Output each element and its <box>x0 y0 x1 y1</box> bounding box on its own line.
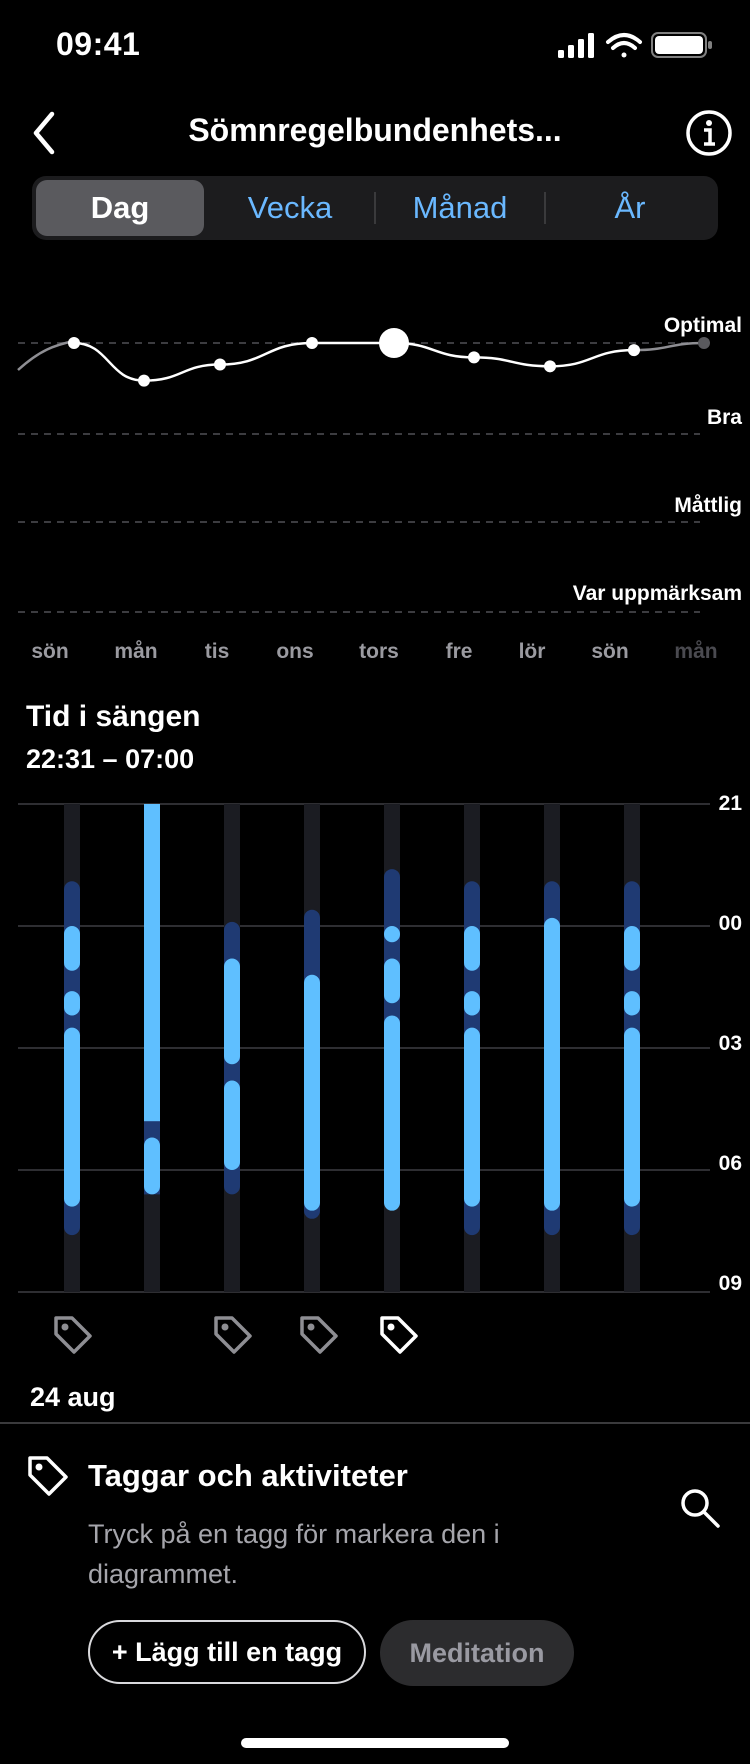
x-tick-label: tis <box>204 640 230 663</box>
asleep-segment <box>64 1027 80 1207</box>
home-indicator[interactable] <box>241 1738 509 1748</box>
asleep-segment <box>384 958 400 1004</box>
tag-icon[interactable] <box>298 1314 340 1356</box>
battery-icon <box>651 32 712 58</box>
bar-group[interactable] <box>624 804 640 1292</box>
x-tick-label: fre <box>445 640 473 663</box>
bar-group[interactable] <box>544 804 560 1292</box>
signal-icon <box>558 33 594 58</box>
asleep-segment <box>384 926 400 943</box>
status-icons <box>558 32 712 58</box>
tab-manad[interactable]: Månad <box>412 190 508 225</box>
page-title: Sömnregelbundenhets... <box>188 112 562 148</box>
tag-icon[interactable] <box>212 1314 254 1356</box>
data-point[interactable] <box>468 351 480 364</box>
section-title: Tid i sängen <box>26 700 201 733</box>
asleep-segment <box>544 917 560 1211</box>
x-tick-label: lör <box>518 640 546 663</box>
regularity-chart[interactable] <box>0 300 750 630</box>
tags-description: Tryck på en tagg för markera den i diagr… <box>88 1519 500 1589</box>
trend-line-start <box>17 339 75 371</box>
asleep-segment <box>224 958 240 1065</box>
tag-icon-selected[interactable] <box>378 1314 420 1356</box>
level-label-bra: Bra <box>706 406 742 429</box>
hour-label: 03 <box>718 1032 742 1055</box>
bar-group[interactable] <box>464 804 480 1292</box>
search-icon[interactable] <box>678 1486 722 1530</box>
hour-label: 00 <box>718 912 742 935</box>
hour-grid-lines <box>18 803 710 1293</box>
asleep-segment <box>624 991 640 1016</box>
data-point-selected[interactable] <box>379 328 409 358</box>
x-tick-label: tors <box>359 640 399 663</box>
bar-group[interactable] <box>144 804 160 1292</box>
bar-group[interactable] <box>304 804 320 1292</box>
bar-group[interactable] <box>64 804 80 1292</box>
asleep-segment <box>624 926 640 971</box>
x-tick-label: mån <box>114 640 158 663</box>
asleep-segment <box>144 804 160 1122</box>
x-tick-label: mån <box>674 640 718 663</box>
time-in-bed-chart[interactable] <box>0 790 750 1300</box>
hour-label: 06 <box>718 1152 742 1175</box>
data-point[interactable] <box>214 358 226 371</box>
period-tabs: Dag Vecka Månad År <box>32 176 718 240</box>
tab-divider <box>544 192 546 224</box>
add-tag-button[interactable]: + Lägg till en tagg <box>88 1620 366 1684</box>
x-tick-label: ons <box>276 640 314 663</box>
tab-vecka[interactable]: Vecka <box>247 190 333 225</box>
status-time: 09:41 <box>56 26 141 62</box>
tag-icon <box>28 1456 68 1496</box>
info-icon[interactable] <box>684 108 734 158</box>
data-point[interactable] <box>68 337 80 349</box>
level-label-var-uppmarksam: Var uppmärksam <box>572 582 742 605</box>
asleep-segment <box>144 1137 160 1195</box>
level-label-mattlig: Måttlig <box>674 494 742 517</box>
x-tick-label: sön <box>31 640 69 663</box>
section-subtitle: 22:31 – 07:00 <box>26 744 195 774</box>
trend-line-tail <box>633 341 705 352</box>
asleep-segment <box>64 926 80 971</box>
grid-lines <box>18 342 700 613</box>
tags-title: Taggar och aktiviteter <box>88 1458 408 1493</box>
hour-label: 21 <box>718 792 742 815</box>
data-point[interactable] <box>306 337 318 349</box>
asleep-segment <box>64 991 80 1016</box>
tag-icon[interactable] <box>52 1314 94 1356</box>
chevron-left-icon[interactable] <box>22 108 72 158</box>
wifi-icon <box>606 33 642 58</box>
tab-ar[interactable]: År <box>614 190 646 225</box>
x-tick-label: sön <box>591 640 629 663</box>
asleep-segment <box>624 1027 640 1207</box>
data-point[interactable] <box>544 360 556 373</box>
asleep-segment <box>384 1015 400 1211</box>
data-point[interactable] <box>138 374 150 387</box>
tab-divider <box>374 192 376 224</box>
selected-date: 24 aug <box>30 1382 116 1412</box>
data-point[interactable] <box>698 337 710 349</box>
section-divider <box>0 1422 750 1424</box>
asleep-segment <box>464 926 480 971</box>
bar-group[interactable] <box>384 804 400 1292</box>
asleep-segment <box>224 1080 240 1170</box>
bar-group[interactable] <box>224 804 240 1292</box>
tag-chip-meditation[interactable]: Meditation <box>380 1620 574 1686</box>
asleep-segment <box>464 1027 480 1207</box>
data-point[interactable] <box>628 344 640 357</box>
asleep-segment <box>464 991 480 1016</box>
asleep-segment <box>304 974 320 1211</box>
hour-label: 09 <box>718 1272 742 1295</box>
tab-dag[interactable]: Dag <box>36 180 204 236</box>
level-label-optimal: Optimal <box>663 314 742 337</box>
